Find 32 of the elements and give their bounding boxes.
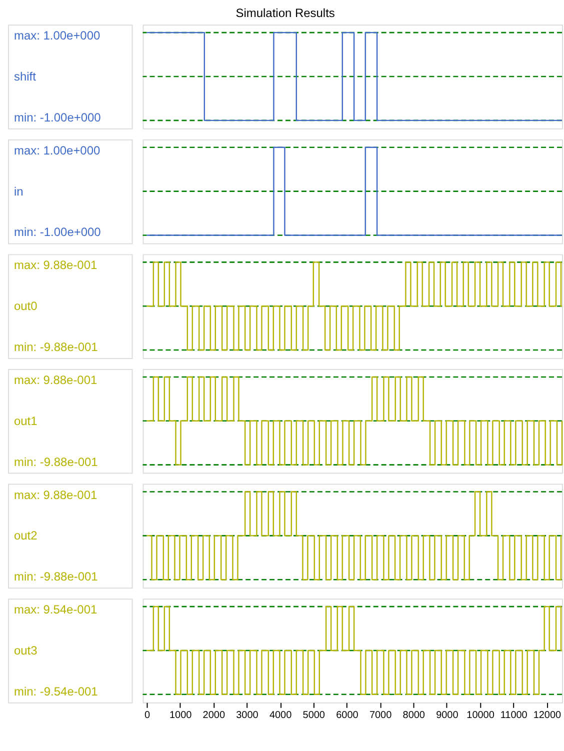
x-tick-label: 1000 bbox=[169, 710, 192, 721]
x-tick-label: 6000 bbox=[336, 710, 359, 721]
text: max: 1.00e+000 bbox=[14, 28, 100, 43]
x-tick-label: 10000 bbox=[466, 710, 495, 721]
y-axis-title: out2 bbox=[14, 528, 38, 543]
text: max: 9.54e-001 bbox=[14, 602, 98, 617]
text: max: 1.00e+000 bbox=[14, 143, 100, 158]
y-axis-title: out3 bbox=[14, 643, 38, 658]
x-tick-label: 3000 bbox=[236, 710, 259, 721]
x-tick-label: 8000 bbox=[402, 710, 426, 721]
text: min: -9.88e-001 bbox=[14, 454, 98, 469]
x-tick-label: 12000 bbox=[533, 710, 562, 721]
x-tick-label: 4000 bbox=[269, 710, 292, 721]
text: max: 9.88e-001 bbox=[14, 488, 98, 502]
y-axis-title: out1 bbox=[14, 414, 38, 428]
x-tick-label: 11000 bbox=[500, 710, 528, 721]
text: min: -9.88e-001 bbox=[14, 570, 98, 584]
text: min: -9.88e-001 bbox=[14, 340, 98, 354]
text: max: 9.88e-001 bbox=[14, 372, 98, 387]
text: min: -9.54e-001 bbox=[14, 684, 98, 698]
x-tick-label: 7000 bbox=[369, 710, 392, 721]
y-axis-title: shift bbox=[14, 69, 37, 84]
x-tick-label: 5000 bbox=[302, 710, 326, 721]
x-tick-label: 9000 bbox=[436, 710, 459, 721]
y-axis-title: out0 bbox=[14, 299, 38, 314]
chart-title: Simulation Results bbox=[236, 6, 335, 20]
text: min: -1.00e+000 bbox=[14, 110, 102, 124]
y-axis-title: in bbox=[14, 184, 24, 198]
x-tick-label: 0 bbox=[144, 710, 150, 721]
text: max: 9.88e-001 bbox=[14, 258, 98, 272]
text: min: -1.00e+000 bbox=[14, 225, 102, 240]
x-tick-label: 2000 bbox=[202, 710, 226, 721]
